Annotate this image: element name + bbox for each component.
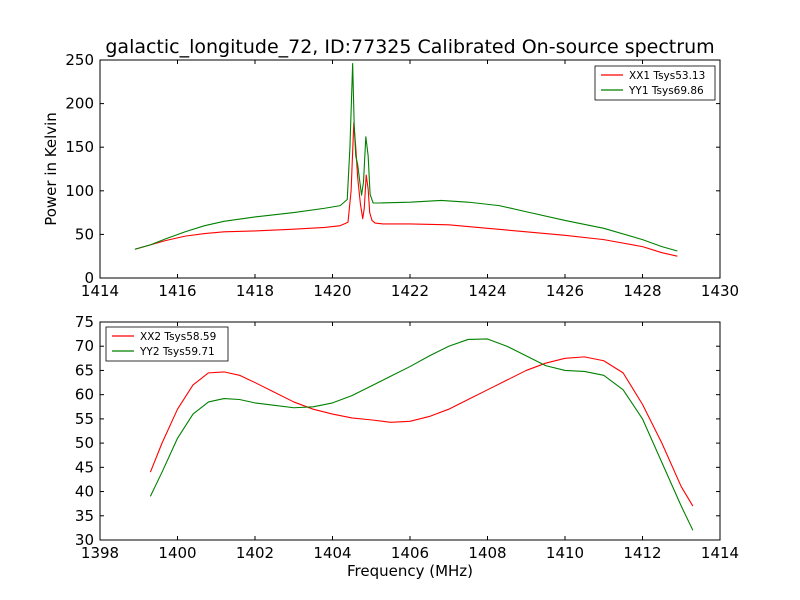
bottom-y-tick-label: 50	[75, 434, 94, 452]
bottom-x-tick-label: 1408	[468, 544, 506, 562]
bottom-legend: XX2 Tsys58.59 YY2 Tsys59.71	[105, 326, 229, 362]
bottom-y-tick-label: 45	[75, 458, 94, 476]
top-x-tick-label: 1414	[81, 282, 119, 300]
bottom-y-tick-label: 30	[75, 531, 94, 549]
top-y-tick-label: 100	[65, 182, 94, 200]
top-y-axis-label: Power in Kelvin	[42, 112, 60, 226]
top-legend: XX1 Tsys53.13 YY1 Tsys69.86	[594, 65, 716, 101]
bottom-y-tick-label: 35	[75, 507, 94, 525]
top-x-tick-label: 1424	[468, 282, 506, 300]
bottom-x-tick-label: 1414	[701, 544, 739, 562]
top-x-tick-label: 1428	[623, 282, 661, 300]
bottom-x-tick-label: 1402	[236, 544, 274, 562]
top-series-1-line	[134, 122, 678, 257]
top-series-2-line	[134, 62, 678, 252]
bottom-x-tick-label: 1404	[313, 544, 351, 562]
bottom-y-tick-label: 75	[75, 313, 94, 331]
top-legend-label-2: YY1 Tsys69.86	[628, 85, 704, 97]
top-y-tick-label: 250	[65, 51, 94, 69]
bottom-x-axis-label: Frequency (MHz)	[347, 562, 473, 580]
top-x-tick-label: 1422	[391, 282, 429, 300]
bottom-legend-label-1: XX2 Tsys58.59	[140, 331, 216, 343]
bottom-y-tick-label: 60	[75, 386, 94, 404]
bottom-x-tick-label: 1406	[391, 544, 429, 562]
bottom-x-tick-label: 1400	[158, 544, 196, 562]
top-x-tick-label: 1430	[701, 282, 739, 300]
bottom-y-tick-label: 55	[75, 410, 94, 428]
top-x-tick-label: 1418	[236, 282, 274, 300]
top-y-tick-label: 150	[65, 138, 94, 156]
bottom-x-tick-label: 1412	[623, 544, 661, 562]
bottom-series-1-line	[149, 356, 694, 507]
top-y-tick-label: 200	[65, 95, 94, 113]
bottom-legend-box	[105, 326, 229, 362]
top-legend-label-1: XX1 Tsys53.13	[629, 70, 705, 82]
top-x-tick-label: 1426	[546, 282, 584, 300]
chart-title: galactic_longitude_72, ID:77325 Calibrat…	[105, 36, 714, 58]
bottom-x-tick-label: 1398	[81, 544, 119, 562]
bottom-plot: 1398 1400 1402 1404 1406 1408 1410 1412 1414 30 35…	[75, 313, 739, 580]
bottom-series-2-line	[149, 338, 694, 531]
top-x-tick-label: 1416	[158, 282, 196, 300]
top-plot: 1414 1416 1418 1420 1422 1424 1426 1428 1430 0 50 1…	[42, 51, 739, 300]
bottom-y-tick-label: 40	[75, 483, 94, 501]
top-y-tick-label: 0	[84, 269, 94, 287]
top-legend-box	[594, 65, 716, 101]
bottom-y-tick-label: 70	[75, 337, 94, 355]
bottom-legend-label-2: YY2 Tsys59.71	[139, 346, 215, 358]
bottom-y-tick-label: 65	[75, 361, 94, 379]
top-y-tick-label: 50	[75, 225, 94, 243]
top-x-tick-label: 1420	[313, 282, 351, 300]
bottom-x-tick-label: 1410	[546, 544, 584, 562]
